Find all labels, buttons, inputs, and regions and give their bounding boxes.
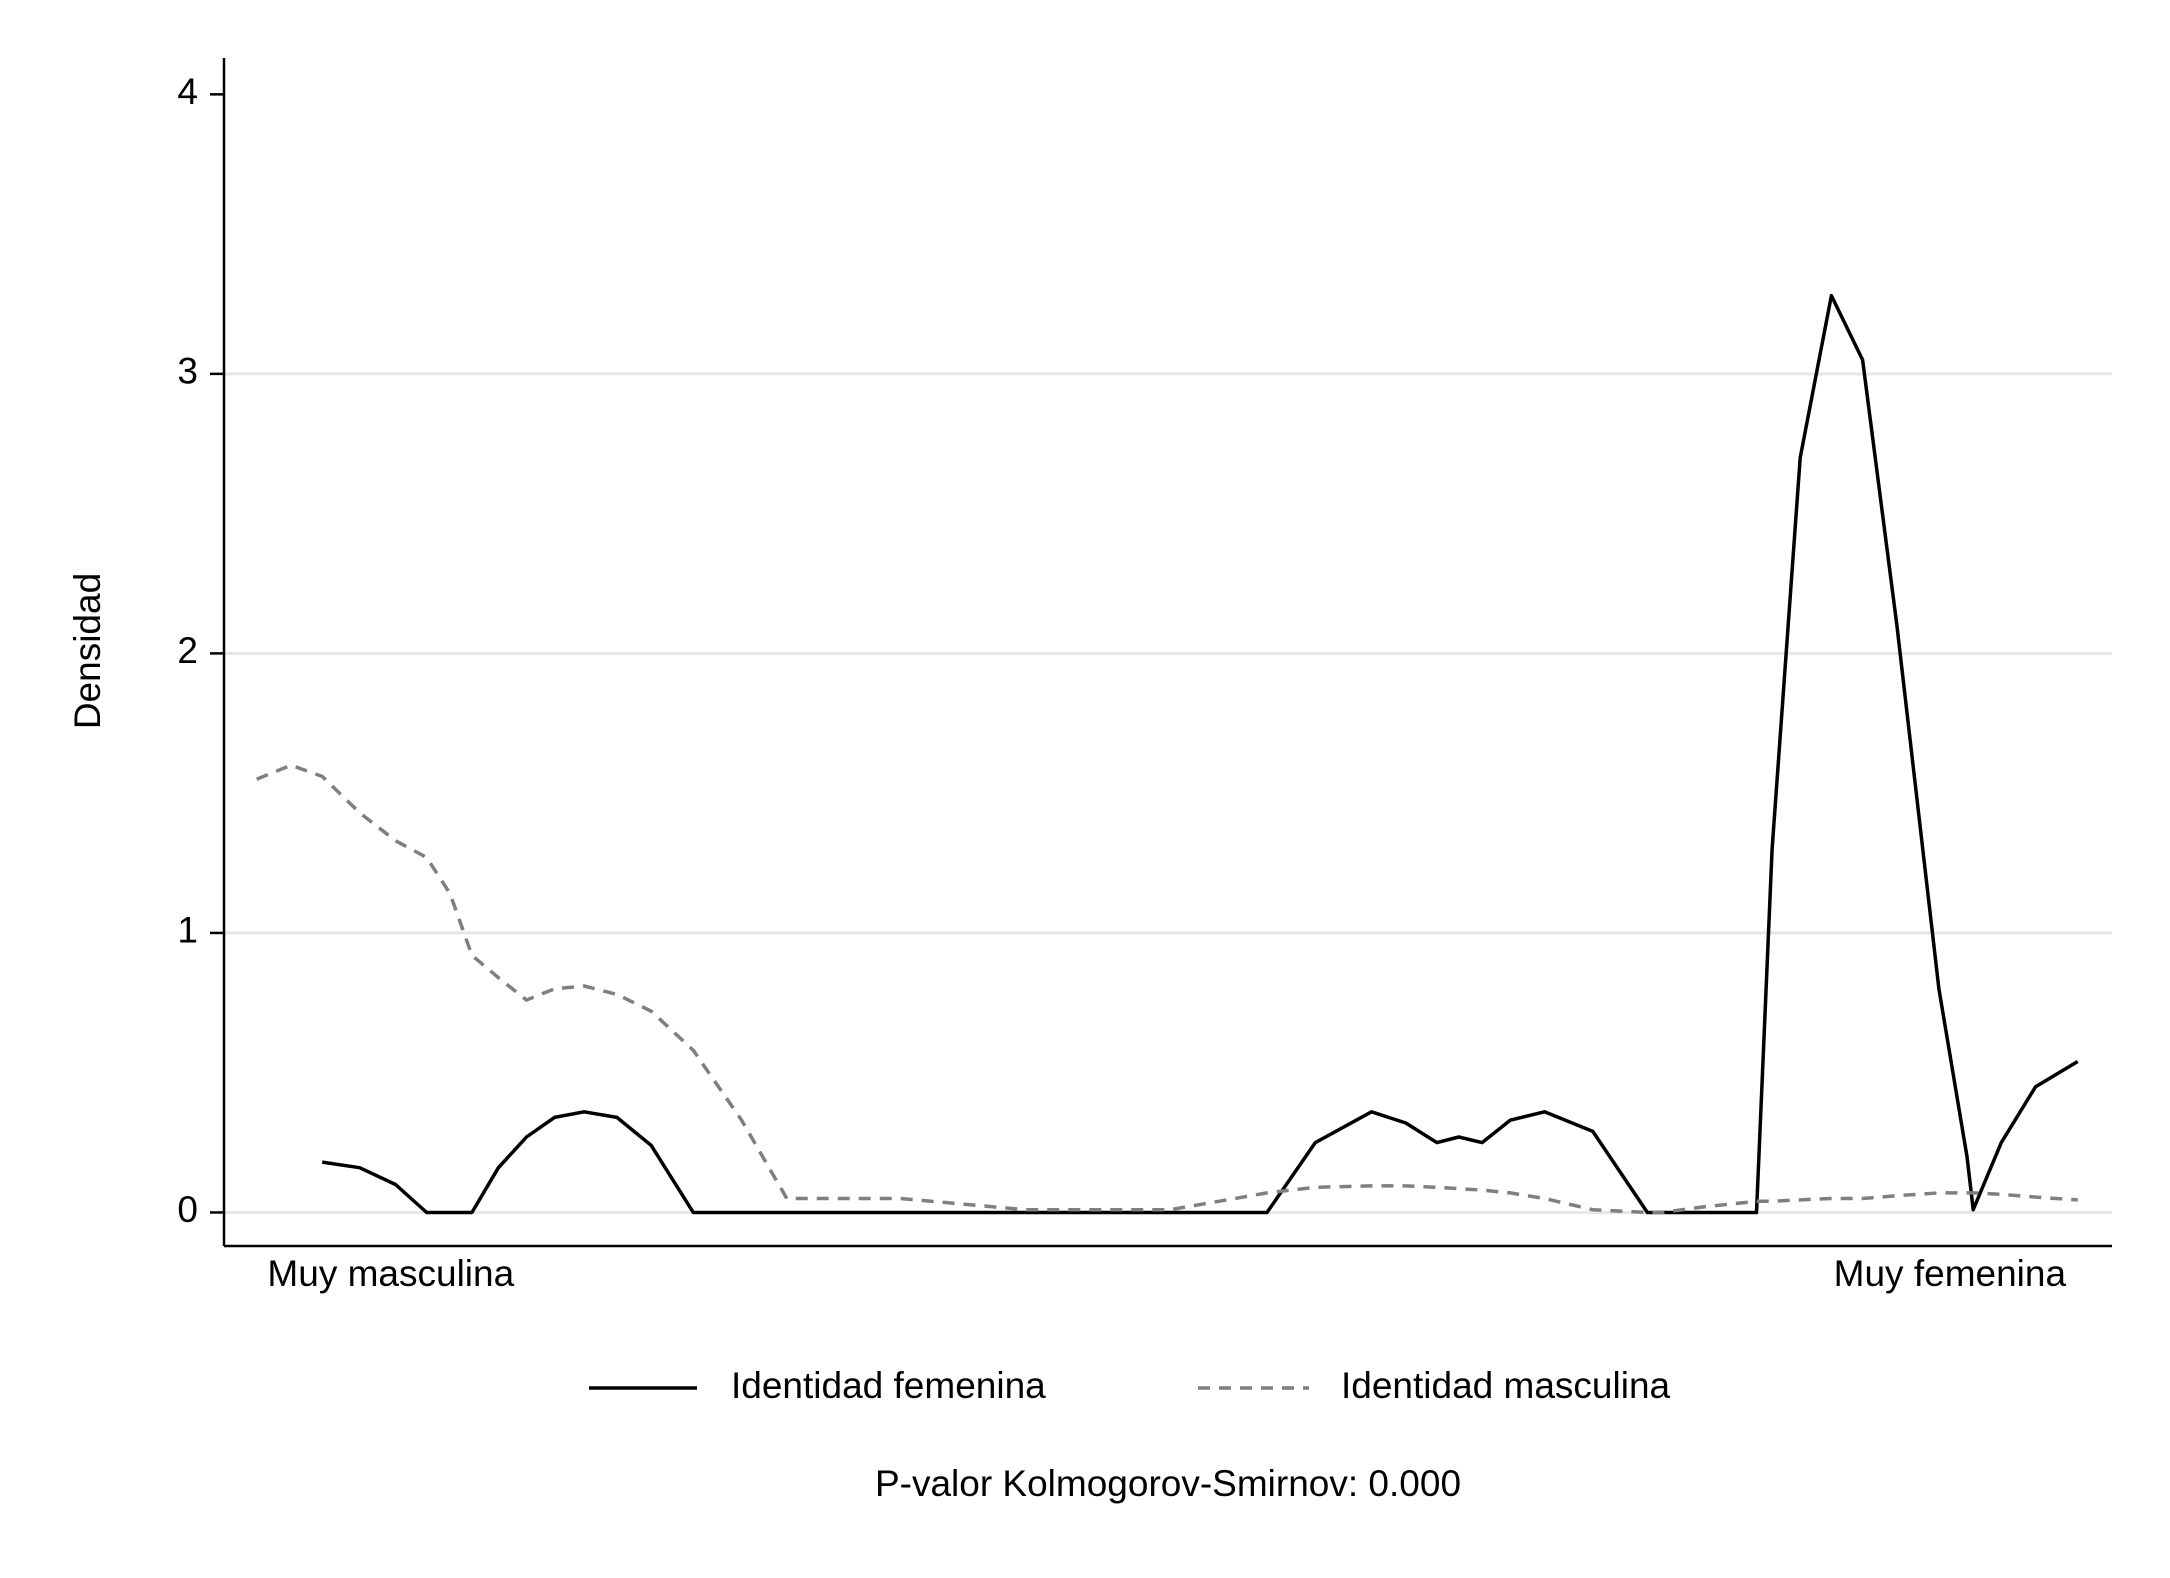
y-tick-label: 1 [177, 910, 198, 951]
y-tick-label: 3 [177, 351, 198, 392]
line-series [256, 763, 2078, 1215]
y-tick-label: 2 [177, 630, 198, 671]
note: P-valor Kolmogorov-Smirnov: 0.000 [875, 1463, 1461, 1504]
line-series [321, 293, 2079, 1215]
y-tick-label: 4 [177, 71, 198, 112]
legend-label: Identidad femenina [731, 1365, 1046, 1406]
x-tick-label: Muy masculina [267, 1253, 514, 1294]
y-tick-label: 0 [177, 1189, 198, 1230]
legend-label: Identidad masculina [1341, 1365, 1671, 1406]
x-tick-label: Muy femenina [1834, 1253, 2067, 1294]
y-axis-label: Densidad [67, 573, 108, 729]
